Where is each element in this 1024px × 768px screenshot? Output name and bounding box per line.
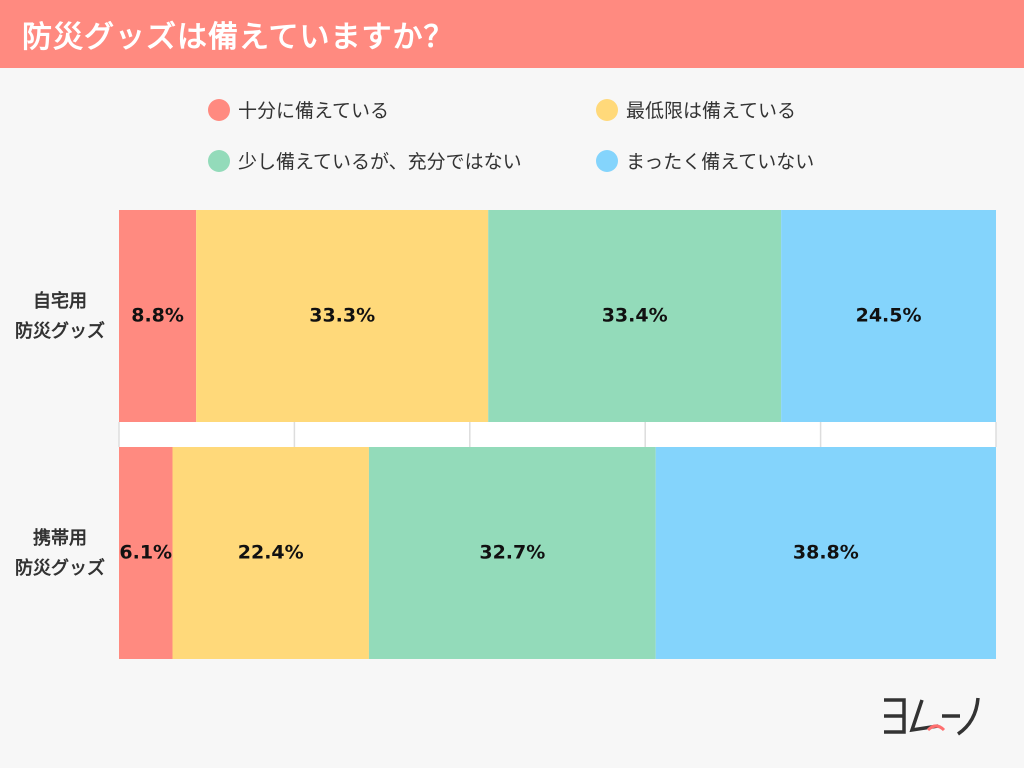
data-label: 8.8% bbox=[131, 305, 184, 327]
data-label: 33.3% bbox=[309, 305, 375, 327]
data-label: 24.5% bbox=[856, 305, 922, 327]
legend-item-sufficient: 十分に備えている bbox=[208, 96, 389, 123]
legend-dot-sufficient bbox=[208, 98, 230, 121]
category-label: 携帯用 bbox=[33, 527, 87, 549]
category-label: 自宅用 bbox=[33, 290, 87, 312]
legend-item-none: まったく備えていない bbox=[596, 147, 814, 174]
category-label: 防災グッズ bbox=[15, 557, 105, 579]
data-label: 33.4% bbox=[602, 305, 668, 327]
legend-item-minimum: 最低限は備えている bbox=[596, 96, 796, 123]
bar-segment bbox=[488, 210, 782, 422]
grid-band bbox=[119, 422, 996, 447]
bar-segment bbox=[172, 447, 369, 659]
data-label: 38.8% bbox=[793, 542, 859, 564]
legend-item-partial: 少し備えているが、充分ではない bbox=[208, 147, 522, 174]
data-label: 32.7% bbox=[479, 542, 545, 564]
bar-segment bbox=[119, 210, 197, 422]
legend-dot-partial bbox=[208, 149, 230, 172]
bar-segment bbox=[655, 447, 996, 659]
bar-segment bbox=[781, 210, 996, 422]
legend-label-sufficient: 十分に備えている bbox=[238, 100, 390, 122]
header-bar: 防災グッズは備えていますか？ bbox=[0, 0, 1024, 68]
legend-label-minimum: 最低限は備えている bbox=[626, 100, 797, 122]
bar-segment bbox=[368, 447, 656, 659]
legend-label-none: まったく備えていない bbox=[626, 151, 815, 173]
bar-segment bbox=[196, 210, 489, 422]
yomuno-logo bbox=[884, 697, 980, 736]
legend-dot-none bbox=[596, 149, 618, 172]
data-label: 6.1% bbox=[119, 542, 172, 564]
bar-segment bbox=[119, 447, 173, 659]
chart-title: 防災グッズは備えていますか？ bbox=[22, 20, 455, 55]
data-label: 22.4% bbox=[238, 542, 304, 564]
legend-dot-minimum bbox=[596, 98, 618, 121]
legend-label-partial: 少し備えているが、充分ではない bbox=[238, 151, 522, 173]
category-label: 防災グッズ bbox=[15, 320, 105, 342]
